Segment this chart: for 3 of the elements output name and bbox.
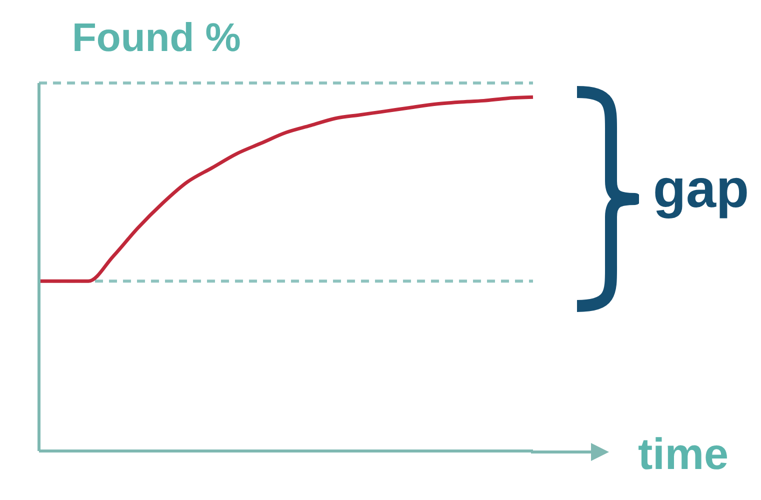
text: gap (653, 158, 750, 220)
y-axis-title: Found % (72, 16, 241, 61)
x-axis-title: time (638, 430, 728, 480)
